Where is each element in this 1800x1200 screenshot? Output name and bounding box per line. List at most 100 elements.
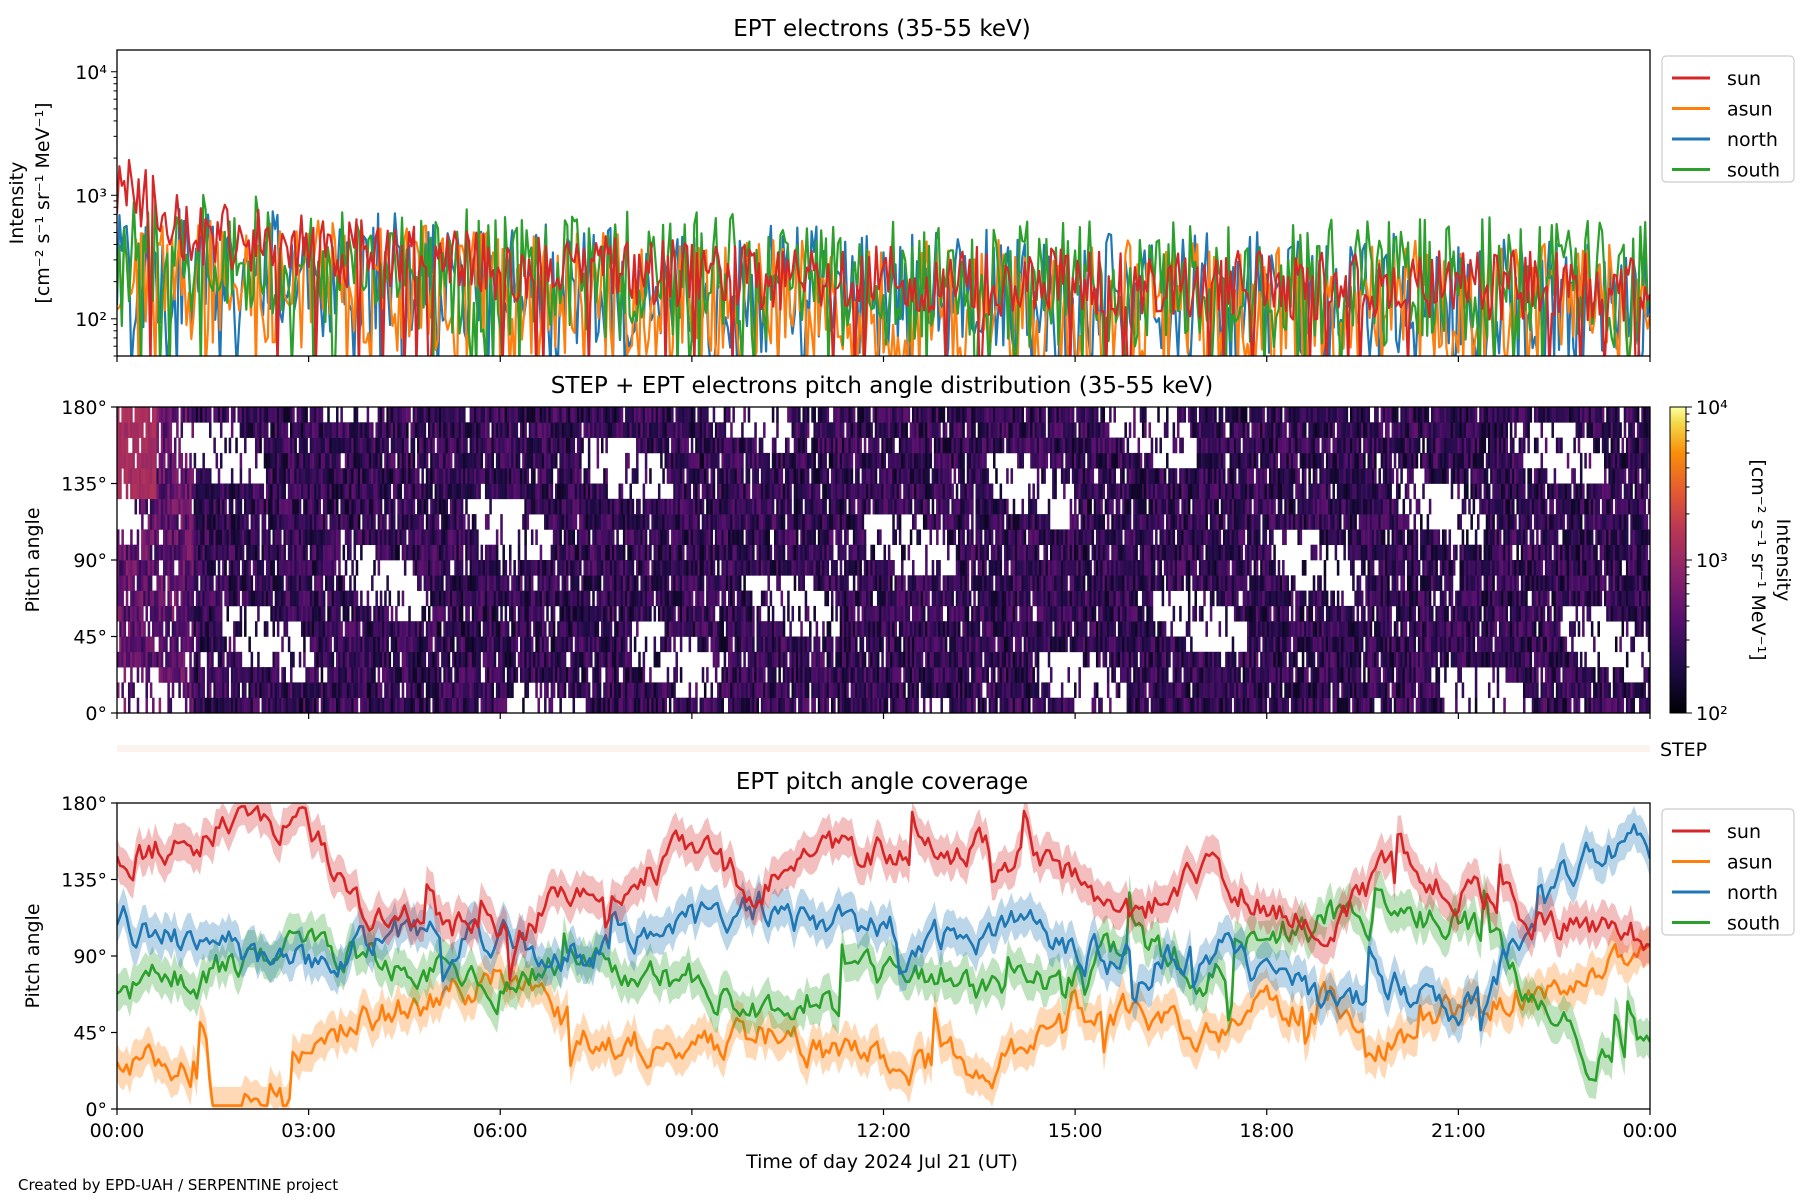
pad-cell <box>241 529 245 546</box>
pad-cell <box>215 605 219 622</box>
pad-cell <box>145 682 149 699</box>
pad-cell <box>421 468 424 484</box>
pad-cell <box>145 407 149 423</box>
pad-cell <box>730 667 733 683</box>
pad-cell <box>454 407 457 423</box>
pad-cell <box>732 590 735 607</box>
pad-cell <box>206 498 210 515</box>
pad-cell <box>421 682 424 699</box>
pad-cell <box>653 636 657 653</box>
pad-cell <box>780 514 784 530</box>
pad-cell <box>272 621 276 637</box>
pad-cell <box>254 590 258 607</box>
pad-cell <box>653 697 657 713</box>
pad-cell <box>307 452 311 469</box>
pad-cell <box>292 697 295 713</box>
pad-cell <box>156 621 159 637</box>
pad-cell <box>250 422 254 438</box>
pad-cell <box>572 407 576 423</box>
pad-cell <box>213 621 216 637</box>
pad-cell <box>603 575 606 591</box>
pad-cell <box>522 468 525 484</box>
pad-cell <box>756 697 760 713</box>
pad-cell <box>491 452 495 469</box>
pad-cell <box>445 682 449 699</box>
pad-cell <box>285 590 289 607</box>
pad-cell <box>226 682 230 699</box>
pad-cell <box>316 529 319 546</box>
pad-cell <box>447 590 451 607</box>
pad-cell <box>495 575 499 591</box>
pad-cell <box>747 407 751 423</box>
pad-cell <box>329 544 332 561</box>
pad-cell <box>318 605 322 622</box>
pad-cell <box>701 590 705 607</box>
pad-cell <box>782 498 786 515</box>
pad-cell <box>136 468 140 484</box>
pad-cell <box>303 452 306 469</box>
pad-cell <box>565 590 569 607</box>
pad-cell <box>592 498 595 515</box>
pad-cell <box>587 682 591 699</box>
pad-cell <box>695 682 698 699</box>
pad-cell <box>493 575 497 591</box>
pad-cell <box>657 560 661 576</box>
pad-cell <box>152 468 155 484</box>
pad-cell <box>697 437 700 454</box>
pad-cell <box>682 544 685 561</box>
pad-cell <box>725 605 729 622</box>
pad-cell <box>305 682 308 699</box>
pad-cell <box>463 697 466 713</box>
pad-cell <box>298 529 302 546</box>
pad-cell <box>677 452 681 469</box>
pad-cell <box>217 575 221 591</box>
pad-cell <box>465 697 468 713</box>
pad-cell <box>169 667 173 683</box>
pad-cell <box>484 437 488 454</box>
pad-cell <box>563 636 567 653</box>
pad-cell <box>160 483 164 500</box>
pad-cell <box>219 422 223 438</box>
pad-cell <box>340 651 343 668</box>
pad-cell <box>156 529 159 546</box>
pad-cell <box>373 697 376 713</box>
pad-cell <box>522 697 525 713</box>
pad-cell <box>316 682 319 699</box>
pad-cell <box>581 544 584 561</box>
pad-cell <box>743 544 746 561</box>
pad-cell <box>219 514 223 530</box>
pad-cell <box>565 498 569 515</box>
pad-cell <box>125 560 129 576</box>
pad-cell <box>211 575 214 591</box>
pad-cell <box>640 575 643 591</box>
pad-cell <box>235 621 238 637</box>
pad-cell <box>318 514 322 530</box>
pad-cell <box>434 575 438 591</box>
pad-cell <box>752 468 755 484</box>
pad-cell <box>526 682 530 699</box>
pad-cell <box>576 667 580 683</box>
pad-cell <box>636 529 639 546</box>
pad-cell <box>395 697 398 713</box>
pad-cell <box>703 621 707 637</box>
pad-cell <box>447 621 451 637</box>
pad-cell <box>471 697 475 713</box>
pad-cell <box>784 667 788 683</box>
pad-cell <box>386 697 389 713</box>
pad-cell <box>732 697 735 713</box>
pad-cell <box>743 697 746 713</box>
pad-cell <box>699 498 703 515</box>
pad-cell <box>620 544 624 561</box>
pad-cell <box>644 452 648 469</box>
pad-cell <box>123 544 127 561</box>
pad-cell <box>274 498 278 515</box>
pad-cell <box>373 621 376 637</box>
pad-cell <box>677 575 681 591</box>
pad-cell <box>717 560 720 576</box>
pad-cell <box>279 498 282 515</box>
pad-cell <box>379 422 383 438</box>
pad-cell <box>357 621 361 637</box>
pad-cell <box>690 468 694 484</box>
pad-cell <box>504 468 508 484</box>
pad-cell <box>377 697 381 713</box>
